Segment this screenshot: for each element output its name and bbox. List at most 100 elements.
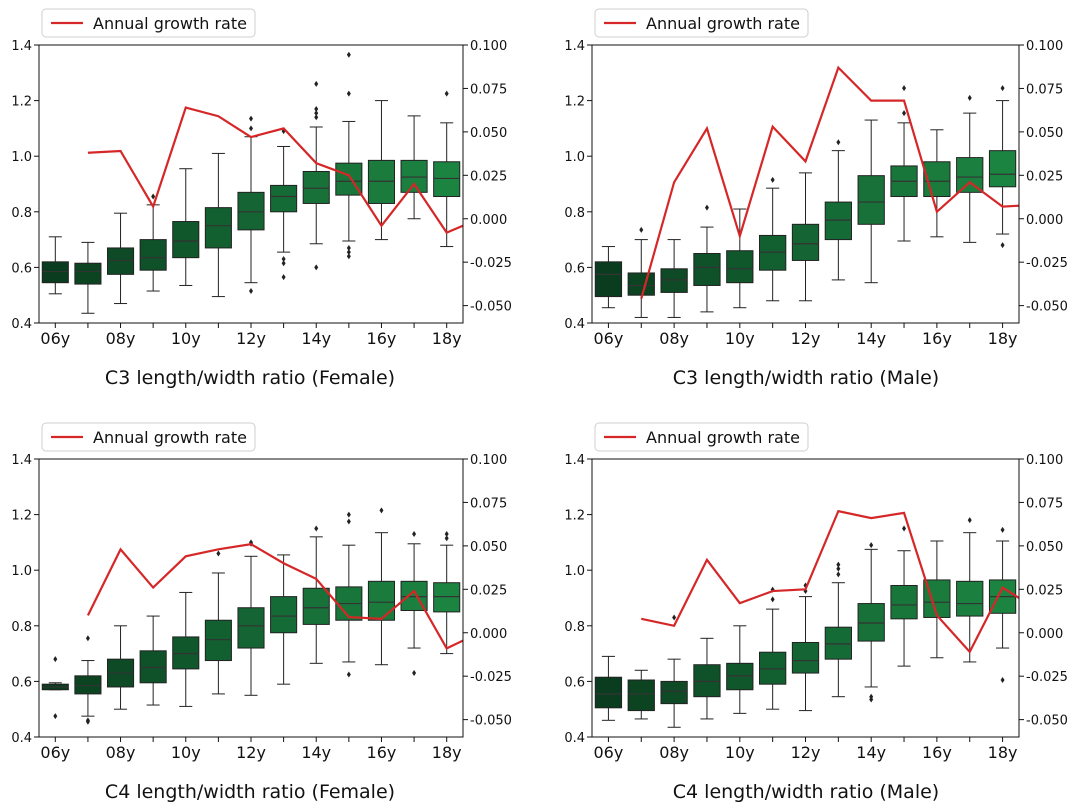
right-tick-label: 0.050	[470, 540, 507, 555]
outlier-point	[902, 85, 907, 92]
x-tick-label: 06y	[40, 743, 70, 762]
outlier-point	[346, 90, 351, 97]
outlier-point	[346, 518, 351, 525]
box-17y	[956, 94, 984, 243]
box-12y	[791, 172, 820, 302]
box-iqr	[956, 157, 984, 193]
x-tick-label: 08y	[659, 743, 689, 762]
outlier-point	[53, 656, 58, 663]
outlier-point	[281, 274, 286, 281]
box-11y	[759, 176, 787, 302]
outlier-point	[53, 713, 58, 720]
right-tick-label: -0.050	[1026, 714, 1068, 729]
legend: Annual growth rate	[594, 8, 809, 38]
outlier-point	[314, 105, 319, 112]
outlier-point	[346, 253, 351, 260]
box-08y	[106, 212, 135, 305]
outlier-point	[346, 671, 351, 678]
left-tick-label: 0.8	[11, 206, 32, 221]
right-tick-label: 0.075	[1026, 82, 1063, 97]
panel-title: C4 length/width ratio (Male)	[673, 781, 939, 803]
left-tick-label: 1.4	[11, 39, 32, 54]
box-iqr	[956, 580, 984, 617]
left-tick-label: 1.4	[564, 39, 585, 54]
panel-c4-male: C4 length/width ratio (Male) 0.4 0.6 0.8 1.…	[564, 422, 1068, 803]
outlier-point	[379, 507, 384, 514]
outlier-point	[346, 511, 351, 518]
right-tick-label: 0.025	[470, 583, 507, 598]
left-tick-label: 1.2	[11, 95, 32, 110]
outlier-point	[836, 561, 841, 568]
outlier-point	[1000, 677, 1005, 684]
x-tick-label: 14y	[301, 329, 331, 348]
left-tick-label: 1.0	[11, 564, 32, 579]
box-16y	[367, 100, 396, 241]
left-tick-label: 1.0	[564, 564, 585, 579]
outlier-point	[444, 531, 449, 538]
right-tick-label: 0.075	[1026, 496, 1063, 511]
box-15y	[890, 85, 918, 242]
legend-label: Annual growth rate	[646, 428, 800, 447]
x-tick-label: 16y	[922, 329, 952, 348]
x-tick-label: 10y	[725, 743, 755, 762]
right-tick-label: 0.100	[1026, 453, 1063, 468]
x-tick-label: 06y	[40, 329, 70, 348]
box-16y	[367, 507, 396, 666]
box-08y	[660, 614, 688, 728]
outlier-point	[216, 550, 221, 557]
box-iqr	[759, 651, 787, 685]
box-07y	[74, 241, 102, 314]
x-tick-label: 10y	[171, 329, 201, 348]
left-tick-label: 0.4	[11, 317, 32, 332]
outlier-point	[346, 51, 351, 58]
legend-label: Annual growth rate	[93, 428, 247, 447]
box-iqr	[693, 664, 721, 698]
outlier-point	[346, 244, 351, 251]
outlier-point	[314, 114, 319, 121]
box-iqr	[270, 596, 298, 634]
outlier-point	[85, 717, 90, 724]
box-iqr	[988, 150, 1017, 188]
outlier-point	[85, 635, 90, 642]
outlier-point	[444, 90, 449, 97]
box-iqr	[172, 636, 200, 670]
outlier-point	[249, 125, 253, 132]
legend-box	[594, 422, 809, 452]
right-tick-label: -0.050	[470, 300, 512, 315]
box-17y	[400, 531, 428, 677]
panel-title: C3 length/width ratio (Male)	[673, 367, 939, 389]
box-18y	[433, 90, 461, 248]
box-iqr	[627, 679, 655, 712]
x-tick-label: 12y	[791, 743, 821, 762]
legend-label: Annual growth rate	[646, 14, 800, 33]
outlier-point	[1000, 242, 1005, 249]
box-15y	[335, 511, 363, 678]
box-18y	[988, 85, 1017, 249]
right-tick-label: 0.075	[470, 82, 507, 97]
box-09y	[693, 637, 721, 720]
right-tick-label: 0.075	[470, 496, 507, 511]
right-tick-label: 0.000	[1026, 213, 1063, 228]
outlier-point	[249, 288, 253, 295]
box-iqr	[726, 250, 754, 284]
outlier-point	[869, 542, 874, 549]
left-tick-label: 1.2	[564, 95, 585, 110]
box-10y	[172, 591, 200, 707]
right-tick-label: 0.000	[470, 213, 507, 228]
panel-title: C3 length/width ratio (Female)	[105, 367, 395, 389]
box-iqr	[433, 582, 461, 613]
legend: Annual growth rate	[594, 422, 809, 452]
right-tick-label: -0.025	[470, 256, 512, 271]
box-iqr	[270, 184, 298, 213]
box-14y	[302, 525, 330, 664]
outlier-point	[967, 94, 972, 101]
left-tick-label: 0.6	[564, 675, 585, 690]
right-tick-label: 0.100	[470, 39, 507, 54]
box-09y	[693, 204, 721, 313]
outlier-point	[836, 565, 841, 572]
box-iqr	[791, 223, 820, 261]
x-tick-label: 14y	[856, 329, 886, 348]
outlier-point	[967, 517, 972, 524]
outlier-point	[672, 614, 677, 621]
left-tick-label: 0.8	[11, 620, 32, 635]
